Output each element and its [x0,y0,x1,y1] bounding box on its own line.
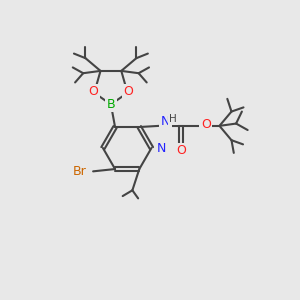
Text: O: O [124,85,134,98]
Text: O: O [201,118,211,131]
Text: N: N [161,115,170,128]
Text: Br: Br [73,165,87,178]
Text: H: H [169,114,177,124]
Text: N: N [157,142,166,154]
Text: O: O [88,85,98,98]
Text: O: O [176,144,186,157]
Text: B: B [106,98,115,111]
